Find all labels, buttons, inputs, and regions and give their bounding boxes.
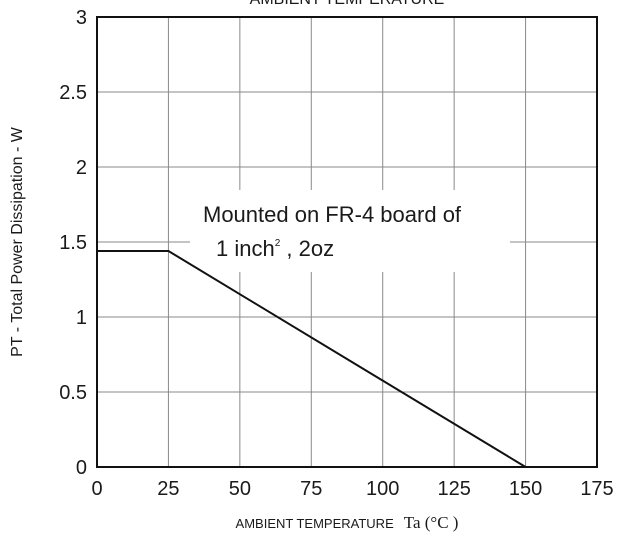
tick-labels: 0 25 50 75 100 125 150 175 0 0.5 1 1.5 2 2.5 3 xyxy=(59,7,614,500)
x-tick-label-2: 50 xyxy=(229,478,251,500)
x-tick-label-0: 0 xyxy=(91,478,102,500)
y-tick-label-1: 0.5 xyxy=(59,382,87,404)
annotation-line-2: 1 inch2 , 2oz xyxy=(216,236,334,261)
chart-title: AMBIENT TEMPERATURE xyxy=(250,0,445,8)
y-tick-label-4: 2 xyxy=(76,157,87,179)
x-tick-label-1: 25 xyxy=(157,478,179,500)
annotation-box: Mounted on FR-4 board of 1 inch2 , 2oz xyxy=(190,190,510,272)
annotation-line-2-pre: 1 inch xyxy=(216,236,275,261)
y-tick-label-3: 1.5 xyxy=(59,232,87,254)
annotation-superscript: 2 xyxy=(275,238,281,249)
x-axis-label: AMBIENT TEMPERATURE Ta (°C ) xyxy=(236,513,459,532)
x-tick-label-7: 175 xyxy=(580,478,613,500)
series-layer xyxy=(97,250,527,468)
annotation-line-2-post: , 2oz xyxy=(280,236,334,261)
x-axis-label-symbol: Ta (°C ) xyxy=(404,513,459,532)
y-tick-label-6: 3 xyxy=(76,7,87,29)
annotation-background xyxy=(190,190,510,272)
x-tick-label-6: 150 xyxy=(509,478,542,500)
y-tick-label-2: 1 xyxy=(76,307,87,329)
plot-frame xyxy=(96,16,598,468)
y-axis-label: PT - Total Power Dissipation - W xyxy=(9,126,26,357)
y-tick-label-0: 0 xyxy=(76,457,87,479)
x-axis-label-text: AMBIENT TEMPERATURE xyxy=(236,516,395,531)
power-dissipation-line-0 xyxy=(97,250,527,468)
x-tick-label-4: 100 xyxy=(366,478,399,500)
annotation-line-1: Mounted on FR-4 board of xyxy=(203,202,462,227)
y-tick-label-5: 2.5 xyxy=(59,82,87,104)
x-tick-label-3: 75 xyxy=(300,478,322,500)
x-tick-label-5: 125 xyxy=(437,478,470,500)
